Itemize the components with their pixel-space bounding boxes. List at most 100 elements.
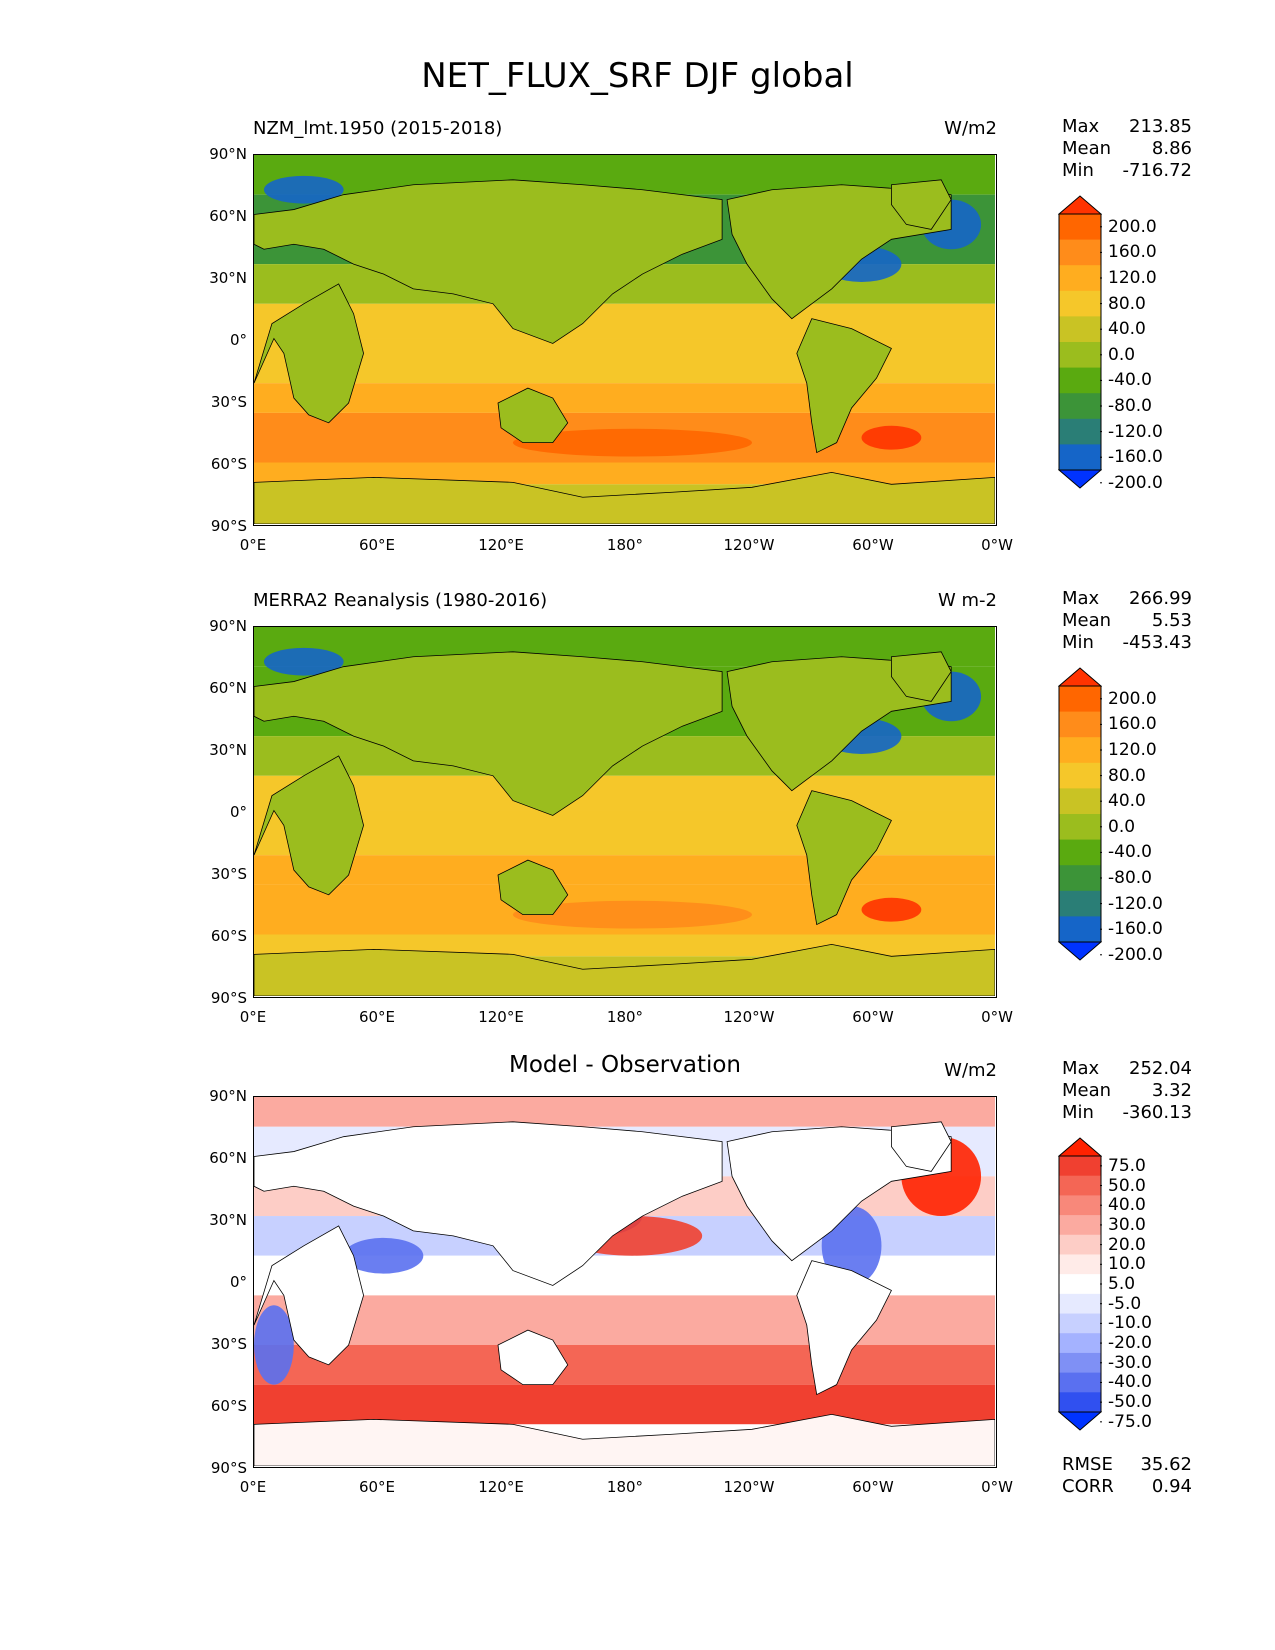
lat-tick-label: 30°N	[209, 269, 247, 287]
colorbar-extend-top	[1058, 1137, 1102, 1157]
map-band	[254, 1384, 995, 1425]
colorbar	[1058, 195, 1102, 489]
colorbar-segment	[1059, 865, 1101, 892]
colorbar-segment	[1059, 1352, 1101, 1374]
colorbar-tick-label: -5.0	[1108, 1293, 1142, 1314]
map-plot	[253, 626, 997, 998]
lat-tick-label: 90°N	[209, 145, 247, 163]
colorbar-segment	[1059, 444, 1101, 471]
colorbar-extend-bottom	[1058, 1411, 1102, 1431]
colorbar-tick-label: -200.0	[1108, 472, 1163, 493]
colorbar-tick-label: 160.0	[1108, 714, 1157, 735]
colorbar-tick-label: -20.0	[1108, 1333, 1152, 1354]
colorbar-tick-label: -80.0	[1108, 396, 1152, 416]
units-label: W m-2	[937, 590, 997, 611]
units-label: W/m2	[944, 1060, 997, 1081]
stat-label: RMSE	[1062, 1454, 1113, 1475]
stat-row: RMSE 35.62	[1062, 1454, 1192, 1476]
map-svg	[254, 155, 995, 524]
lon-tick-label: 180°	[606, 536, 644, 554]
colorbar-tick-label: 120.0	[1108, 740, 1157, 760]
coastline-europe_asia	[254, 179, 723, 344]
colorbar-segment	[1059, 1195, 1101, 1216]
coastline-africa	[254, 755, 364, 896]
lon-tick-label: 120°W	[723, 1008, 775, 1026]
lat-tick-label: 90°N	[209, 617, 247, 635]
stat-value: 266.99	[1129, 588, 1192, 609]
lat-tick-label: 90°S	[210, 517, 247, 535]
coastline-greenland	[891, 1121, 952, 1172]
lat-tick-label: 60°S	[210, 1397, 247, 1415]
colorbar-segment	[1059, 418, 1101, 445]
colorbar-segment	[1059, 290, 1101, 317]
colorbar-segment	[1059, 686, 1101, 713]
field-blob	[254, 1305, 294, 1385]
lon-tick-label: 120°W	[723, 536, 775, 554]
stat-label: Min	[1062, 160, 1094, 181]
lat-tick-label: 30°N	[209, 741, 247, 759]
colorbar-segment	[1059, 1293, 1101, 1315]
panel-title: MERRA2 Reanalysis (1980-2016)	[253, 590, 548, 611]
lon-tick-label: 60°W	[852, 1478, 894, 1496]
coastline-africa	[254, 1225, 364, 1366]
stats-box: Max 266.99 Mean 5.53 Min -453.43	[1062, 588, 1192, 654]
colorbar-tick-label: -120.0	[1108, 893, 1163, 914]
stat-row: Mean 3.32	[1062, 1080, 1192, 1102]
colorbar-segment	[1059, 762, 1101, 789]
stat-row: Max 213.85	[1062, 116, 1192, 138]
coastline-greenland	[891, 651, 952, 702]
stat-value: -453.43	[1122, 632, 1192, 653]
lat-tick-label: 60°N	[209, 1149, 247, 1167]
colorbar-tick-label: 40.0	[1108, 319, 1146, 340]
stat-value: 35.62	[1140, 1454, 1192, 1475]
field-blob	[263, 175, 344, 204]
colorbar-tick-label: 80.0	[1108, 293, 1146, 314]
colorbar-segment	[1059, 239, 1101, 266]
lat-tick-label: 90°S	[210, 1459, 247, 1477]
map-band	[254, 1344, 995, 1385]
colorbar-tick-label: 30.0	[1108, 1214, 1146, 1235]
stat-label: CORR	[1062, 1476, 1114, 1497]
colorbar-frame	[1058, 213, 1102, 471]
stat-row: Min -360.13	[1062, 1102, 1192, 1124]
coastline-europe_asia	[254, 1121, 723, 1286]
colorbar-tick-label: 80.0	[1108, 765, 1146, 786]
colorbar-segment	[1059, 1156, 1101, 1177]
map-band	[254, 775, 995, 811]
coastline-namerica	[726, 1126, 952, 1262]
colorbar-segment	[1059, 916, 1101, 943]
lon-tick-label: 120°E	[478, 1478, 524, 1496]
colorbar-segment	[1059, 737, 1101, 764]
colorbar-tick-label: -75.0	[1108, 1411, 1152, 1432]
lat-tick-label: 60°S	[210, 455, 247, 473]
colorbar-segment	[1059, 839, 1101, 866]
map-band	[254, 1097, 995, 1127]
field-blob	[512, 428, 752, 457]
colorbar-tick-label: 20.0	[1108, 1234, 1146, 1255]
coastline-australia	[497, 859, 569, 916]
stat-row: Mean 5.53	[1062, 610, 1192, 632]
colorbar-segment	[1059, 1274, 1101, 1295]
panel-title: NZM_lmt.1950 (2015-2018)	[253, 118, 503, 139]
map-band	[254, 855, 995, 885]
lon-tick-label: 60°E	[358, 1008, 396, 1026]
field-blob	[861, 897, 922, 922]
colorbar-tick-label: 200.0	[1108, 216, 1157, 237]
lon-tick-label: 120°W	[723, 1478, 775, 1496]
map-panel-1: NZM_lmt.1950 (2015-2018) W/m2 90°N 60°N 30°N…	[0, 0, 1275, 554]
lat-tick-label: 0°	[229, 803, 247, 821]
stat-value: 8.86	[1151, 138, 1192, 159]
lon-tick-label: 120°E	[478, 536, 524, 554]
rmse-corr-box: RMSE 35.62 CORR 0.94	[1062, 1454, 1192, 1498]
coastline-samerica	[796, 1260, 892, 1396]
coastline-australia	[497, 1329, 569, 1386]
coastline-australia	[497, 387, 569, 444]
colorbar-segment	[1059, 367, 1101, 394]
lon-tick-label: 60°E	[358, 1478, 396, 1496]
stat-value: 213.85	[1129, 116, 1192, 137]
map-panel-3: Model - Observation W/m2 90°N 60°N 30°N 0° 30°…	[0, 0, 1275, 1497]
colorbar-segment	[1059, 1333, 1101, 1354]
lat-tick-label: 30°S	[210, 865, 247, 883]
colorbar-tick-label: 120.0	[1108, 268, 1157, 288]
stat-value: 5.53	[1151, 610, 1192, 631]
